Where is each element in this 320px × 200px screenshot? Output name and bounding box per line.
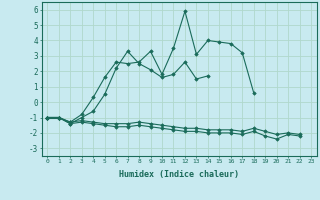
X-axis label: Humidex (Indice chaleur): Humidex (Indice chaleur) (119, 170, 239, 179)
